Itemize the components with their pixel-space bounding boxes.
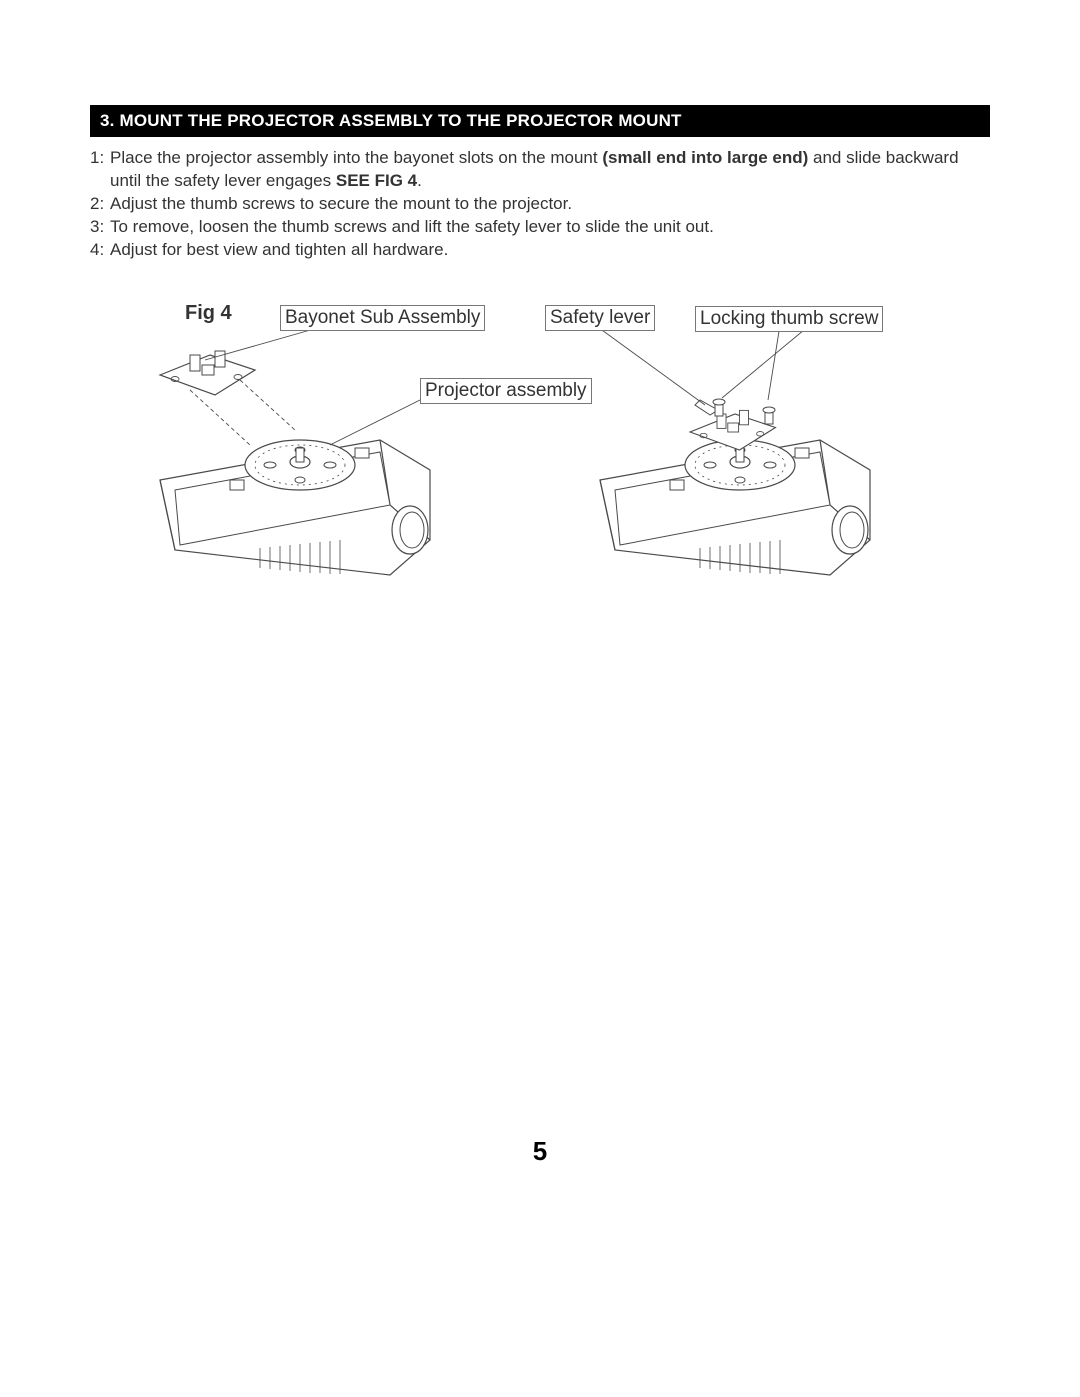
step-text: Adjust for best view and tighten all har…	[110, 239, 990, 262]
page: 3. MOUNT THE PROJECTOR ASSEMBLY TO THE P…	[0, 0, 1080, 1397]
instruction-list: 1: Place the projector assembly into the…	[90, 147, 990, 262]
step-1: 1: Place the projector assembly into the…	[90, 147, 990, 193]
text: Place the projector assembly into the ba…	[110, 148, 602, 167]
step-text: Adjust the thumb screws to secure the mo…	[110, 193, 990, 216]
callout-projector: Projector assembly	[420, 378, 592, 404]
left-assembly	[160, 351, 430, 575]
step-2: 2: Adjust the thumb screws to secure the…	[90, 193, 990, 216]
step-4: 4: Adjust for best view and tighten all …	[90, 239, 990, 262]
figure-label: Fig 4	[185, 302, 232, 325]
content-block: 3. MOUNT THE PROJECTOR ASSEMBLY TO THE P…	[90, 105, 990, 262]
step-number: 4:	[90, 239, 110, 262]
right-assembly	[600, 399, 870, 575]
callout-thumb: Locking thumb screw	[695, 306, 883, 332]
figure-4: Fig 4 Bayonet Sub Assembly Projector ass…	[90, 290, 990, 630]
step-number: 1:	[90, 147, 110, 193]
callout-safety: Safety lever	[545, 305, 655, 331]
section-heading: 3. MOUNT THE PROJECTOR ASSEMBLY TO THE P…	[90, 105, 990, 137]
text: .	[417, 171, 422, 190]
step-text: Place the projector assembly into the ba…	[110, 147, 990, 193]
step-number: 3:	[90, 216, 110, 239]
callout-bayonet: Bayonet Sub Assembly	[280, 305, 485, 331]
step-text: To remove, loosen the thumb screws and l…	[110, 216, 990, 239]
text-bold: SEE FIG 4	[336, 171, 417, 190]
text-bold: (small end into large end)	[602, 148, 808, 167]
step-3: 3: To remove, loosen the thumb screws an…	[90, 216, 990, 239]
page-number: 5	[0, 1136, 1080, 1167]
step-number: 2:	[90, 193, 110, 216]
figure-svg	[90, 290, 990, 630]
